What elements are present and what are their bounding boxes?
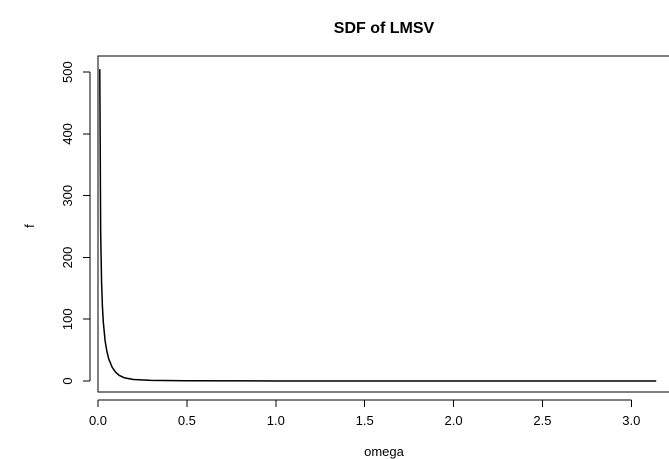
x-tick-label: 1.5 (356, 413, 374, 428)
y-tick-label: 100 (60, 308, 75, 330)
y-tick-label: 0 (60, 377, 75, 384)
x-axis-label: omega (364, 444, 405, 459)
x-tick-label: 3.0 (622, 413, 640, 428)
x-tick-label: 1.0 (267, 413, 285, 428)
y-axis-label: f (22, 224, 37, 228)
x-tick-label: 2.5 (533, 413, 551, 428)
plot-area-border (97, 55, 669, 393)
y-tick-label: 500 (60, 61, 75, 83)
y-tick-label: 400 (60, 123, 75, 145)
x-tick-label: 0.5 (178, 413, 196, 428)
y-tick-label: 300 (60, 185, 75, 207)
x-tick-label: 2.0 (445, 413, 463, 428)
x-tick-label: 0.0 (89, 413, 107, 428)
y-tick-label: 200 (60, 247, 75, 269)
chart-title: SDF of LMSV (334, 20, 435, 37)
sdf-curve (99, 69, 657, 382)
